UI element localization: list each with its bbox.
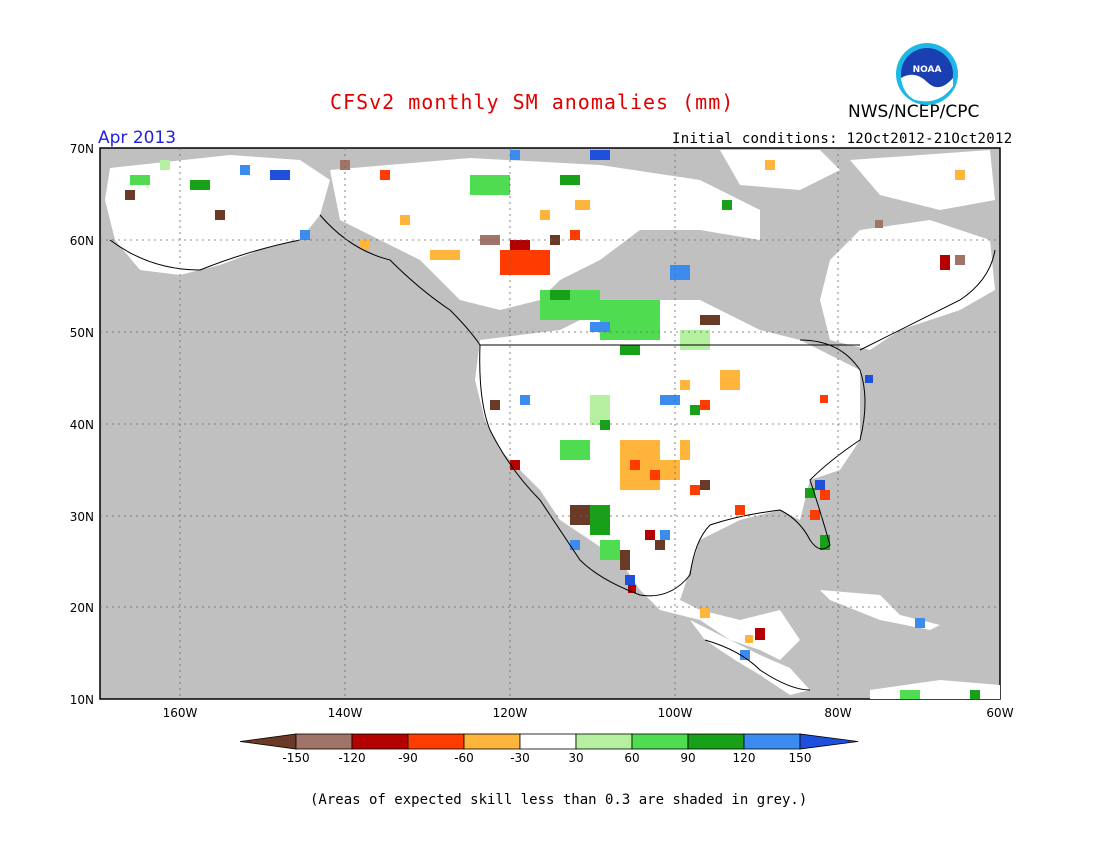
legend-swatch [351, 733, 409, 750]
legend-swatch [575, 733, 633, 750]
legend-tick-label: 30 [568, 751, 583, 765]
lat-label: 60N [70, 234, 94, 248]
skill-footnote: (Areas of expected skill less than 0.3 a… [310, 792, 808, 808]
agency-label: NWS/NCEP/CPC [848, 102, 980, 122]
graticule [100, 148, 1000, 699]
lon-label: 60W [986, 706, 1013, 720]
map-title: CFSv2 monthly SM anomalies (mm) [330, 90, 735, 114]
lon-label: 80W [824, 706, 851, 720]
legend-tick-label: 150 [789, 751, 812, 765]
legend-tick-label: 60 [624, 751, 639, 765]
legend-swatch [295, 733, 353, 750]
lat-label: 20N [70, 601, 94, 615]
legend-tick-label: 120 [733, 751, 756, 765]
legend-tick-label: -150 [282, 751, 309, 765]
anomaly-cells [125, 150, 980, 699]
lat-label: 10N [70, 693, 94, 707]
legend-swatch [463, 733, 521, 750]
legend-swatch [407, 733, 465, 750]
lat-label: 50N [70, 326, 94, 340]
legend-tick-label: -90 [398, 751, 418, 765]
lat-label: 70N [70, 142, 94, 156]
lat-label: 40N [70, 418, 94, 432]
legend-swatch [519, 733, 577, 750]
coastlines [109, 214, 996, 691]
lon-label: 140W [328, 706, 363, 720]
lat-label: 30N [70, 510, 94, 524]
noaa-logo-icon: NOAA [896, 43, 958, 105]
svg-text:NOAA: NOAA [913, 65, 942, 75]
lon-label: 160W [163, 706, 198, 720]
legend-arrow-high [799, 733, 859, 750]
initial-conditions: Initial conditions: 12Oct2012-21Oct2012 [672, 131, 1013, 147]
legend-labels: -150 -120 -90 -60 -30 30 60 90 120 150 [282, 751, 811, 765]
legend-tick-label: -120 [338, 751, 365, 765]
legend-colorbar [239, 733, 859, 750]
legend-tick-label: 90 [680, 751, 695, 765]
legend-tick-label: -60 [454, 751, 474, 765]
legend-swatch [743, 733, 801, 750]
legend-swatch [687, 733, 745, 750]
lon-label: 100W [658, 706, 693, 720]
legend-swatch [631, 733, 689, 750]
legend-tick-label: -30 [510, 751, 530, 765]
lon-label: 120W [493, 706, 528, 720]
forecast-month: Apr 2013 [98, 128, 177, 148]
legend-arrow-low [239, 733, 297, 750]
